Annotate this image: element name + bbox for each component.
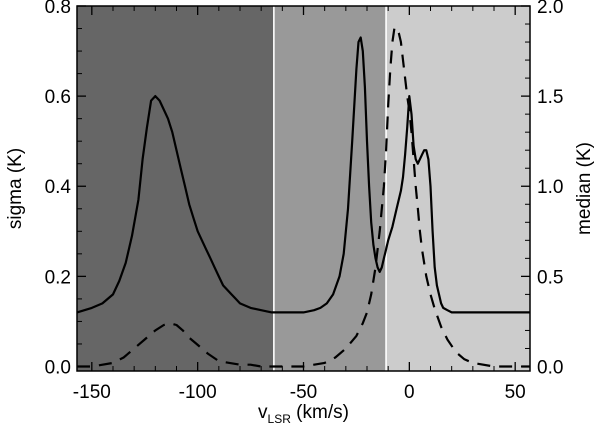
y-left-tick-label: 0.0 [45, 357, 71, 378]
background-regions [77, 6, 530, 371]
x-axis-title-main: v [258, 402, 268, 423]
x-tick-label: 0 [404, 382, 415, 403]
series-sigma-line [76, 36, 530, 314]
region-boundaries [273, 6, 387, 371]
y-axis-left-title: sigma (K) [5, 148, 26, 229]
y-right-tick-label: 1.5 [537, 87, 563, 108]
x-tick-label: -150 [73, 382, 111, 403]
y-axis-right-title: median (K) [574, 142, 595, 235]
x-axis-title-unit: (km/s) [291, 402, 349, 423]
ticks-layer [77, 5, 530, 371]
tick-labels-layer: -150 -100 -50 0 50 0.0 0.2 0.4 0.6 0.8 0.0 0.5 1.0 1.… [45, 0, 564, 403]
region-2 [273, 6, 387, 371]
x-tick-label: -50 [290, 382, 317, 403]
y-right-tick-label: 1.0 [537, 177, 563, 198]
region-1 [77, 6, 274, 371]
y-left-tick-label: 0.4 [45, 177, 72, 198]
region-3 [386, 6, 530, 371]
y-left-tick-label: 0.2 [45, 267, 71, 288]
y-right-tick-label: 2.0 [537, 0, 563, 18]
x-tick-label: -100 [179, 382, 217, 403]
y-left-tick-label: 0.6 [45, 87, 71, 108]
x-tick-label: 50 [505, 382, 526, 403]
y-right-tick-label: 0.0 [537, 357, 563, 378]
y-right-tick-label: 0.5 [537, 267, 563, 288]
x-axis-title-subscript: LSR [268, 412, 292, 426]
series-layer [76, 26, 530, 368]
series-median-line [77, 26, 530, 368]
y-left-tick-label: 0.8 [45, 0, 71, 18]
x-axis-title: vLSR (km/s) [258, 402, 349, 426]
